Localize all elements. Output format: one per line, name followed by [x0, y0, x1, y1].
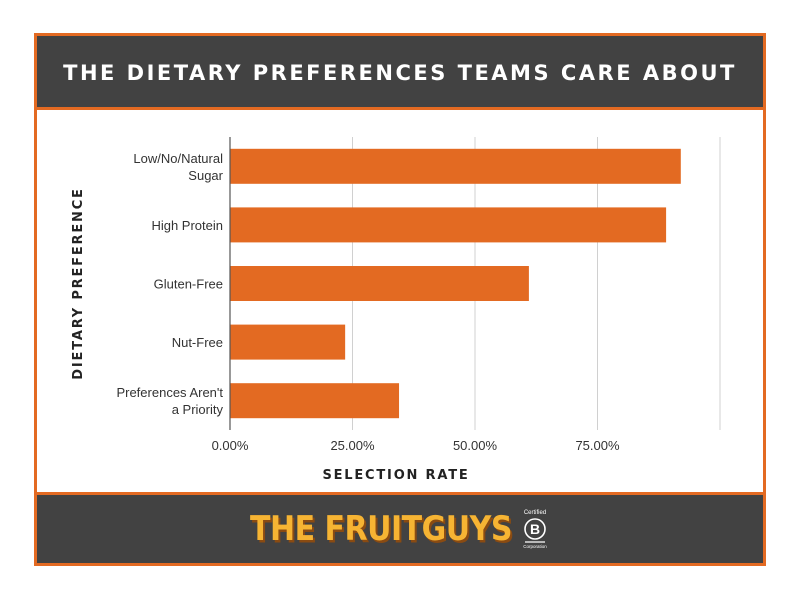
category-label: Nut-Free: [172, 335, 223, 350]
category-label: Gluten-Free: [154, 277, 223, 292]
bar: [230, 383, 400, 419]
y-axis-title: DIETARY PREFERENCE: [71, 187, 86, 379]
bar: [230, 148, 681, 184]
b-corp-certified-text: Certified: [524, 510, 546, 516]
tick-label: 0.00%: [212, 438, 249, 453]
bar-chart: Low/No/Natural Sugar High Protein Gluten-Fr…: [71, 137, 721, 483]
category-label: a Priority: [172, 402, 224, 417]
brand-logo: THE FRUITGUYS Certified B Corporation: [250, 508, 550, 550]
bar: [230, 266, 529, 301]
header-banner: THE DIETARY PREFERENCES TEAMS CARE ABOUT: [37, 36, 763, 110]
chart-title: THE DIETARY PREFERENCES TEAMS CARE ABOUT: [63, 60, 737, 85]
category-label: Sugar: [188, 168, 223, 183]
tick-label: 25.00%: [330, 438, 375, 453]
x-axis-title: SELECTION RATE: [322, 468, 469, 483]
infographic-frame: THE DIETARY PREFERENCES TEAMS CARE ABOUT…: [34, 33, 766, 566]
b-corp-badge: Certified B Corporation: [523, 510, 547, 549]
tick-label: 75.00%: [575, 438, 620, 453]
b-corp-circle-icon: [524, 518, 546, 540]
category-label: Preferences Aren't: [116, 385, 223, 400]
bar: [230, 324, 346, 360]
footer-banner: THE FRUITGUYS Certified B Corporation: [37, 492, 763, 563]
tick-label: 50.00%: [453, 438, 498, 453]
category-label: Low/No/Natural: [133, 151, 223, 166]
b-corp-letter: B: [530, 521, 540, 537]
b-corp-corporation-text: Corporation: [523, 544, 547, 549]
bar: [230, 207, 667, 243]
brand-name: THE FRUITGUYS: [250, 509, 512, 549]
category-label: High Protein: [151, 218, 223, 233]
